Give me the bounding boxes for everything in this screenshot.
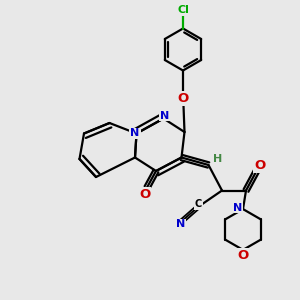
- Text: O: O: [237, 249, 249, 262]
- Text: N: N: [160, 110, 169, 121]
- Text: N: N: [176, 219, 185, 230]
- Text: Cl: Cl: [177, 5, 189, 15]
- Text: O: O: [254, 159, 266, 172]
- Text: N: N: [130, 128, 140, 139]
- Text: O: O: [177, 92, 189, 105]
- Text: H: H: [214, 154, 223, 164]
- Text: O: O: [139, 188, 150, 201]
- Text: N: N: [233, 202, 242, 213]
- Text: C: C: [195, 199, 202, 209]
